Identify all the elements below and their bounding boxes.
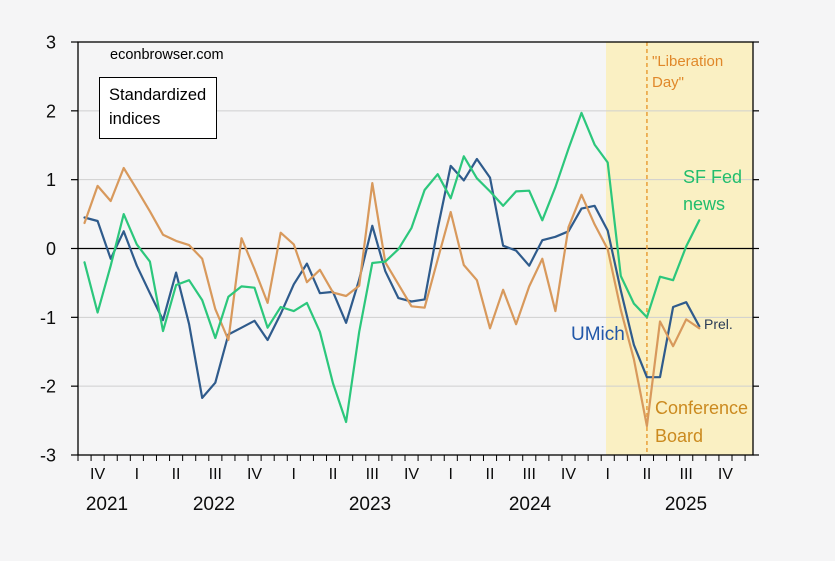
y-axis-label: -2 [40, 377, 56, 397]
y-axis-label: 0 [46, 239, 56, 259]
x-axis-year-label: 2021 [86, 494, 128, 515]
x-axis-quarter-label: II [486, 466, 495, 483]
cb-line1: Conference [655, 398, 749, 418]
x-axis-quarter-label: IV [90, 466, 105, 483]
preliminary-point-label: Prel. [704, 316, 733, 332]
sf-fed-line1: SF Fed [683, 167, 743, 187]
x-axis-year-label: 2024 [509, 494, 552, 515]
x-axis-quarter-label: I [605, 466, 609, 483]
x-axis-quarter-label: III [523, 466, 536, 483]
x-axis-year-label: 2023 [349, 494, 391, 515]
x-axis-quarter-label: III [209, 466, 222, 483]
x-axis-quarter-label: III [680, 466, 693, 483]
watermark-econbrowser: econbrowser.com [110, 47, 224, 63]
y-axis-label: 1 [46, 170, 56, 190]
y-axis-label: -1 [40, 308, 56, 328]
index-box-line1: Standardized [109, 86, 207, 104]
x-axis-quarter-label: IV [718, 466, 733, 483]
x-axis-year-label: 2022 [193, 494, 235, 515]
liberation-line1: "Liberation [652, 53, 724, 70]
series-line-umich [83, 157, 701, 399]
x-axis-quarter-label: IV [247, 466, 262, 483]
sf-fed-news-series-label: SF Fed news [683, 164, 742, 218]
umich-series-label: UMich [571, 324, 625, 345]
x-axis-quarter-label: I [292, 466, 296, 483]
x-axis-quarter-label: II [172, 466, 181, 483]
y-axis-label: 2 [46, 101, 56, 121]
cb-line2: Board [655, 426, 704, 446]
standardized-indices-box: Standardized indices [99, 77, 218, 139]
liberation-line2: Day" [652, 74, 684, 91]
x-axis-quarter-label: I [449, 466, 453, 483]
y-axis-label: -3 [40, 445, 56, 465]
x-axis-quarter-label: I [135, 466, 139, 483]
x-axis-quarter-label: IV [404, 466, 419, 483]
x-axis-quarter-label: IV [561, 466, 576, 483]
conference-board-series-label: Conference Board [655, 394, 748, 450]
liberation-day-annotation: "Liberation Day" [652, 51, 723, 93]
series-line-conference-board [83, 166, 701, 428]
y-axis-label: 3 [46, 33, 56, 53]
x-axis-quarter-label: II [642, 466, 651, 483]
plot-border [77, 41, 754, 456]
index-box-line2: indices [109, 110, 161, 128]
x-axis-quarter-label: II [329, 466, 338, 483]
x-axis-year-label: 2025 [665, 494, 707, 515]
series-line-sf-fed-news [83, 111, 701, 424]
x-axis-quarter-label: III [366, 466, 379, 483]
sf-fed-line2: news [683, 194, 726, 214]
